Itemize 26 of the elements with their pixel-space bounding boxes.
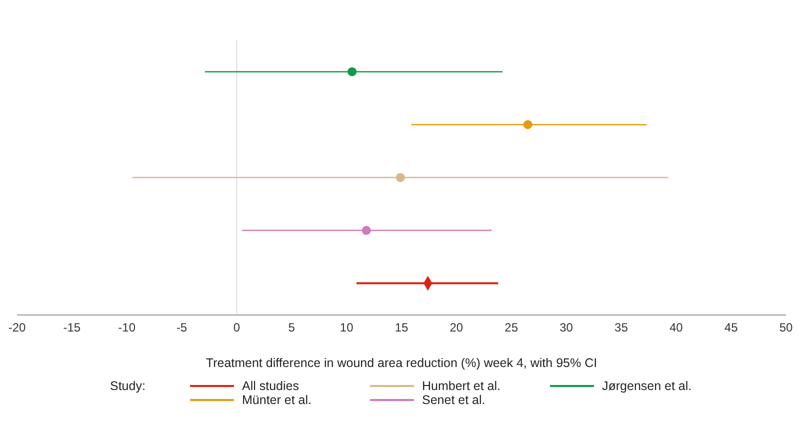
x-tick-label: 10 — [340, 320, 354, 335]
x-tick-label: -20 — [8, 320, 26, 335]
x-axis-title: Treatment difference in wound area reduction (%) week 4, with 95% CI — [206, 356, 598, 370]
x-tick-label: 50 — [779, 320, 793, 335]
point — [348, 67, 357, 76]
x-tick-label: 0 — [233, 320, 240, 335]
x-tick-label: 15 — [394, 320, 408, 335]
x-tick-label: 20 — [450, 320, 464, 335]
legend-label: All studies — [242, 379, 299, 393]
x-tick-label: 30 — [560, 320, 574, 335]
legend-title: Study: — [110, 379, 146, 395]
x-tick-label: -15 — [63, 320, 81, 335]
legend-label: Jørgensen et al. — [602, 379, 692, 393]
point — [396, 172, 405, 182]
x-tick-label: -10 — [118, 320, 136, 335]
legend-label: Münter et al. — [242, 393, 312, 407]
x-tick-label: 40 — [669, 320, 684, 335]
x-tick-label: 25 — [504, 320, 518, 335]
point — [523, 120, 532, 130]
legend-label: Senet et al. — [422, 393, 486, 407]
x-tick-label: 35 — [614, 320, 628, 335]
x-tick-label: -5 — [176, 320, 188, 335]
point — [362, 226, 371, 235]
x-tick-label: 5 — [288, 320, 296, 335]
legend-label: Humbert et al. — [422, 379, 501, 393]
x-tick-label: 45 — [724, 320, 738, 335]
